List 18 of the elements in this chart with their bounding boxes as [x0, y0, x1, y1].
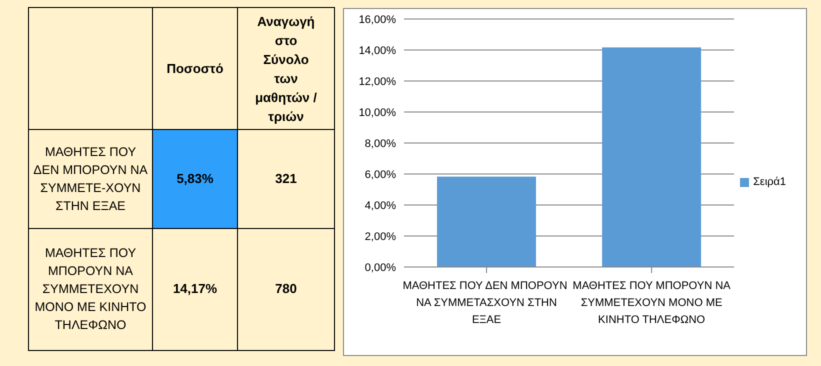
- y-tick-label: 12,00%: [358, 76, 396, 88]
- y-tick-label: 4,00%: [364, 200, 396, 212]
- text: Ποσοστό: [152, 8, 238, 130]
- x-tick-label: ΜΑΘΗΤΕΣ ΠΟΥ ΔΕΝ ΜΠΟΡΟΥΝ ΝΑ ΣΥΜΜΕΤΑΣΧΟΥΝ ΣΤΗΝ ΕΞΑΕ: [402, 280, 570, 326]
- y-tick-label: 2,00%: [364, 230, 396, 243]
- text: 321: [238, 130, 334, 228]
- legend-label: Σειρά1: [753, 176, 786, 188]
- text: 5,83%: [152, 130, 238, 228]
- y-tick-label: 16,00%: [358, 14, 396, 26]
- y-tick-label: 14,00%: [358, 44, 396, 57]
- text: 780: [238, 228, 334, 350]
- text: 14,17%: [152, 228, 238, 350]
- text: ΜΑΘΗΤΕΣ ΠΟΥ ΔΕΝ ΜΠΟΡΟΥΝ ΝΑ ΣΥΜΜΕΤΕ-ΧΟΥΝ ΣΤΗΝ ΕΞΑΕ: [28, 130, 152, 228]
- y-tick-label: 10,00%: [358, 106, 396, 119]
- y-tick-label: 6,00%: [364, 168, 396, 181]
- y-tick-label: 0,00%: [364, 262, 396, 274]
- text: Αναγωγή στο Σύνολο των μαθητών /τριών: [238, 8, 334, 130]
- y-tick-label: 8,00%: [364, 138, 396, 150]
